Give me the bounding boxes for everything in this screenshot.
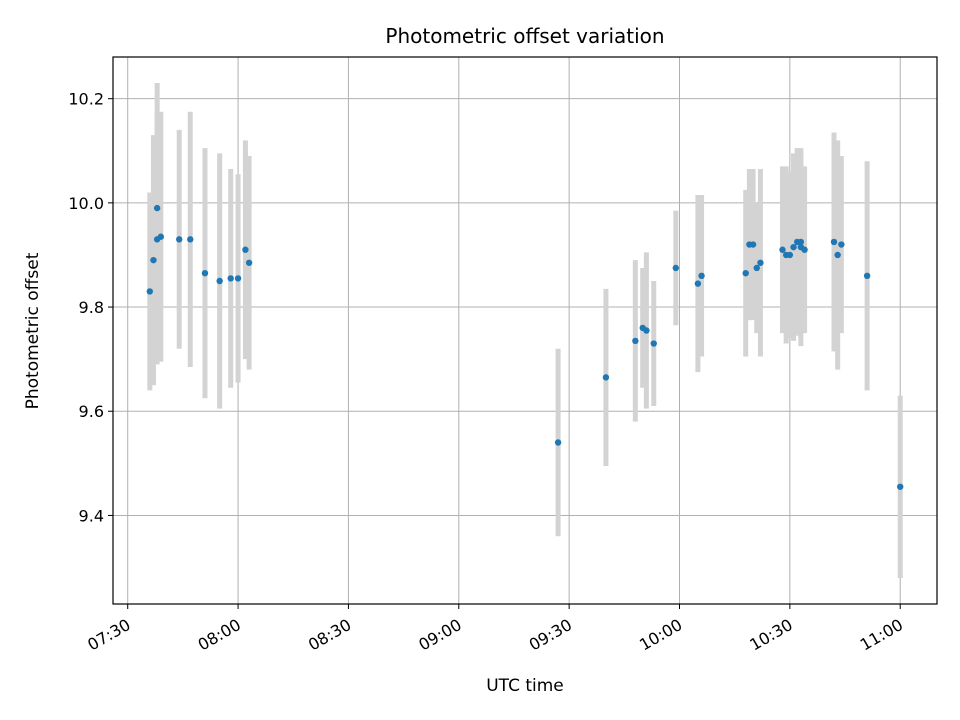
data-point [672,264,680,272]
data-point [242,246,249,253]
data-point [632,337,639,345]
data-point [602,374,610,381]
y-axis-title: Photometric offset [23,252,43,409]
data-point [201,269,209,277]
data-point [643,327,650,334]
data-point [694,280,702,287]
data-point [216,277,223,285]
data-points [146,204,904,490]
data-point [234,275,242,282]
y-tick-label: 9.4 [79,506,104,525]
data-point [863,272,871,279]
y-tick-label: 10.0 [68,194,104,213]
data-point [797,238,805,246]
data-point [245,259,253,266]
data-point [742,269,749,277]
data-point [187,236,194,243]
chart-title: Photometric offset variation [385,24,664,48]
y-tick-label: 9.8 [79,298,104,317]
data-point [897,483,904,490]
data-point [146,288,153,295]
data-point [150,256,157,264]
y-tick-label: 10.2 [68,90,104,109]
data-point [227,275,234,282]
data-point [834,251,841,259]
y-tick-label: 9.6 [79,402,104,421]
data-point [786,251,794,259]
plot-frame [112,56,938,605]
data-point [830,238,838,246]
data-point [757,259,764,266]
data-point [176,236,183,243]
data-point [790,243,797,251]
x-axis-title: UTC time [486,676,564,696]
data-point [554,439,562,446]
data-point [749,241,757,248]
data-point [698,272,705,279]
data-point [153,204,161,212]
data-point [157,233,165,240]
data-point [838,241,845,248]
data-point [650,340,657,347]
data-point [779,246,786,253]
data-point [801,246,808,253]
data-point [753,264,760,272]
